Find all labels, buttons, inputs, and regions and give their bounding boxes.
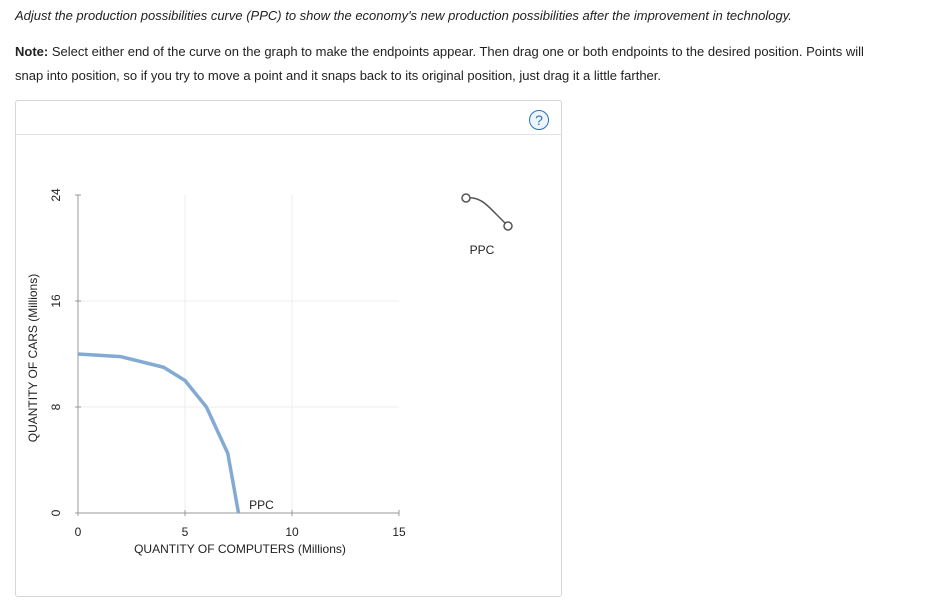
x-tick-label: 0 [75, 525, 82, 539]
help-button[interactable]: ? [529, 110, 549, 130]
x-tick-label: 5 [182, 525, 189, 539]
note-text: Select either end of the curve on the gr… [51, 44, 864, 59]
tool-curve [465, 197, 509, 227]
ppc-tool[interactable] [461, 193, 513, 231]
curve-label: PPC [249, 498, 274, 512]
panel-header-line [16, 134, 561, 135]
tool-endpoint [461, 193, 471, 203]
y-tick-label: 24 [49, 188, 63, 202]
note-label: Note: [15, 44, 49, 59]
y-axis-title: QUANTITY OF CARS (Millions) [26, 274, 40, 442]
ppc-curve [77, 352, 241, 514]
y-tick-label: 16 [49, 294, 63, 308]
x-tick-label: 10 [285, 525, 299, 539]
note-text: snap into position, so if you try to mov… [15, 68, 662, 83]
note: Note: Select either end of the curve on … [15, 44, 864, 59]
instructions: Adjust the production possibilities curv… [15, 8, 792, 23]
legend-label: PPC [470, 243, 495, 257]
x-tick-label: 15 [392, 525, 406, 539]
x-axis-title: QUANTITY OF COMPUTERS (Millions) [134, 542, 346, 556]
y-tick-label: 8 [49, 403, 63, 410]
graph-panel: ? [15, 100, 562, 597]
tool-endpoint [503, 221, 513, 231]
y-tick-label: 0 [49, 509, 63, 516]
